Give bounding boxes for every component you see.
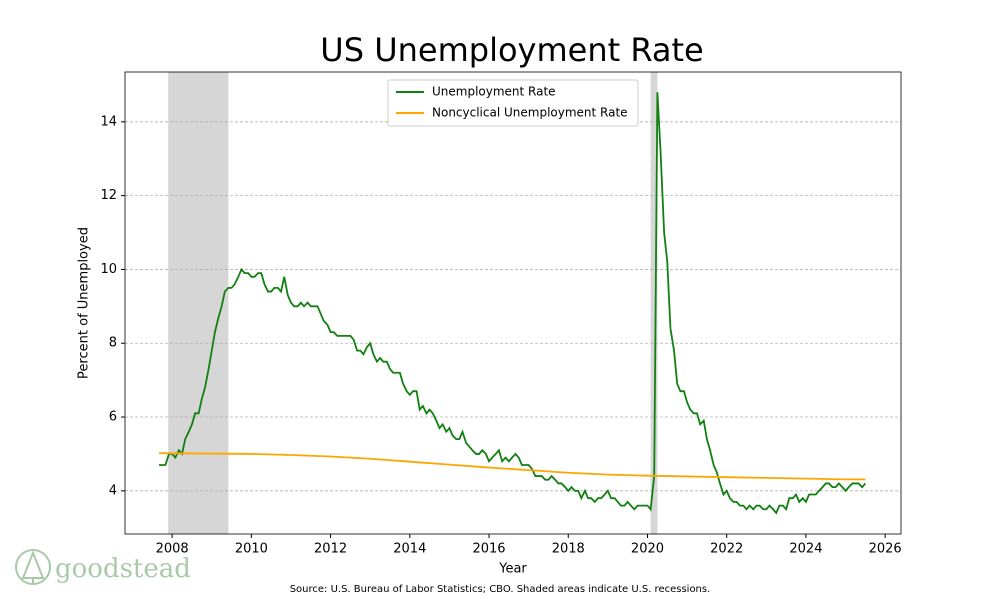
x-tick-label: 2010	[235, 542, 268, 557]
plot-frame	[124, 71, 902, 535]
x-axis-label: Year	[498, 562, 527, 577]
x-tick-label: 2012	[314, 542, 347, 557]
y-tick-label: 6	[109, 410, 117, 425]
legend: Unemployment Rate Noncyclical Unemploymen…	[387, 79, 639, 127]
logo-tree	[21, 550, 45, 584]
x-tick-label: 2022	[710, 542, 743, 557]
series-line	[159, 452, 866, 481]
x-tick-label: 2018	[552, 542, 585, 557]
x-tick-label: 2020	[631, 542, 664, 557]
source-note: Source: U.S. Bureau of Labor Statistics;…	[290, 584, 711, 595]
recession-band	[168, 72, 229, 534]
y-tick-label: 12	[100, 188, 117, 203]
x-tick-label: 2024	[789, 542, 822, 557]
x-tick-label: 2016	[472, 542, 505, 557]
legend-box	[387, 79, 639, 127]
legend-label: Unemployment Rate	[432, 85, 556, 99]
logo: goodstead	[15, 549, 191, 585]
y-tick-label: 8	[109, 336, 117, 351]
y-tick-label: 10	[100, 262, 117, 277]
chart-title: US Unemployment Rate	[320, 31, 703, 69]
series-line	[159, 92, 867, 515]
x-tick-label: 2008	[156, 542, 189, 557]
logo-text: goodstead	[55, 554, 191, 584]
legend-label: Noncyclical Unemployment Rate	[432, 106, 628, 120]
y-tick-label: 14	[100, 114, 117, 129]
x-tick-label: 2014	[393, 542, 426, 557]
x-tick-label: 2026	[869, 542, 902, 557]
recession-band	[650, 72, 658, 534]
y-axis-label: Percent of Unemployed	[77, 227, 92, 379]
y-tick-label: 4	[109, 483, 117, 498]
